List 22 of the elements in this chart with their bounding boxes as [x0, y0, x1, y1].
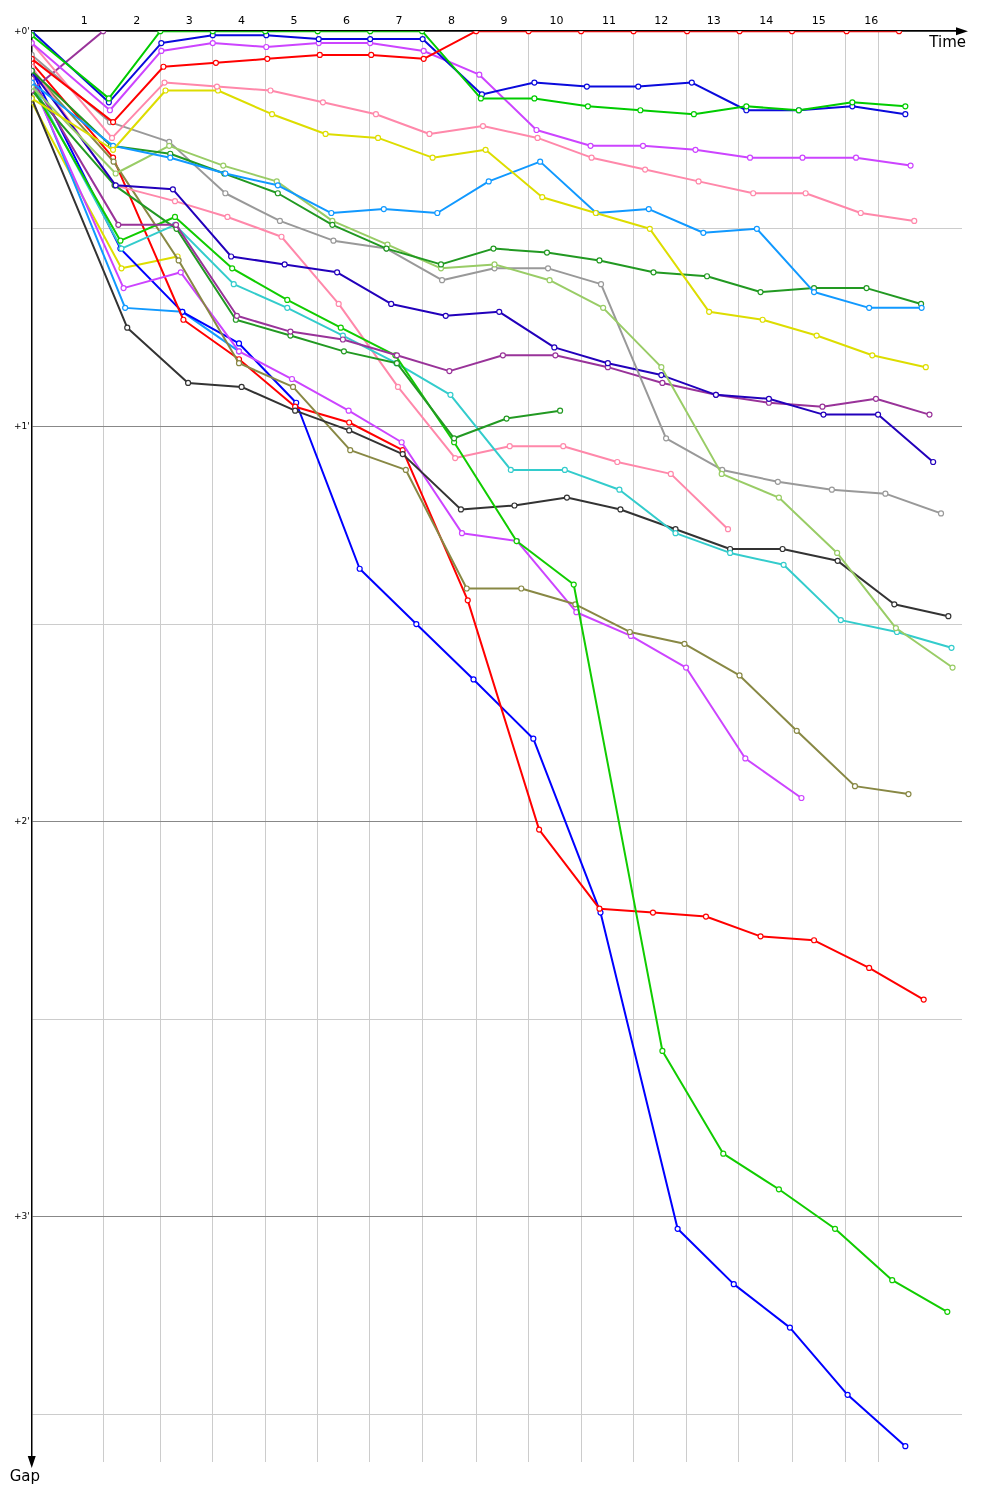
x-tick-label: 15	[811, 14, 826, 28]
x-tick-label: 9	[500, 14, 508, 28]
x-tick-label: 12	[654, 14, 669, 28]
x-tick-label: 11	[601, 14, 616, 28]
y-tick-label: +1'	[13, 420, 30, 431]
x-tick-label: 4	[238, 14, 246, 28]
y-tick-label: +0'	[13, 25, 30, 36]
y-tick-label: +3'	[13, 1211, 30, 1222]
y-tick-label: +2'	[13, 816, 30, 827]
x-tick-label: 7	[395, 14, 403, 28]
x-tick-label: 10	[549, 14, 564, 28]
x-tick-label: 3	[185, 14, 193, 28]
x-tick-label: 1	[80, 14, 88, 28]
x-tick-label: 5	[290, 14, 298, 28]
x-axis-title: Time	[928, 32, 966, 51]
x-tick-label: 16	[864, 14, 879, 28]
x-tick-label: 6	[343, 14, 351, 28]
y-axis-title: Gap	[9, 1467, 41, 1486]
x-tick-label: 8	[447, 14, 455, 28]
x-tick-label: 13	[706, 14, 721, 28]
x-tick-label: 2	[133, 14, 141, 28]
x-tick-label: 14	[759, 14, 774, 28]
